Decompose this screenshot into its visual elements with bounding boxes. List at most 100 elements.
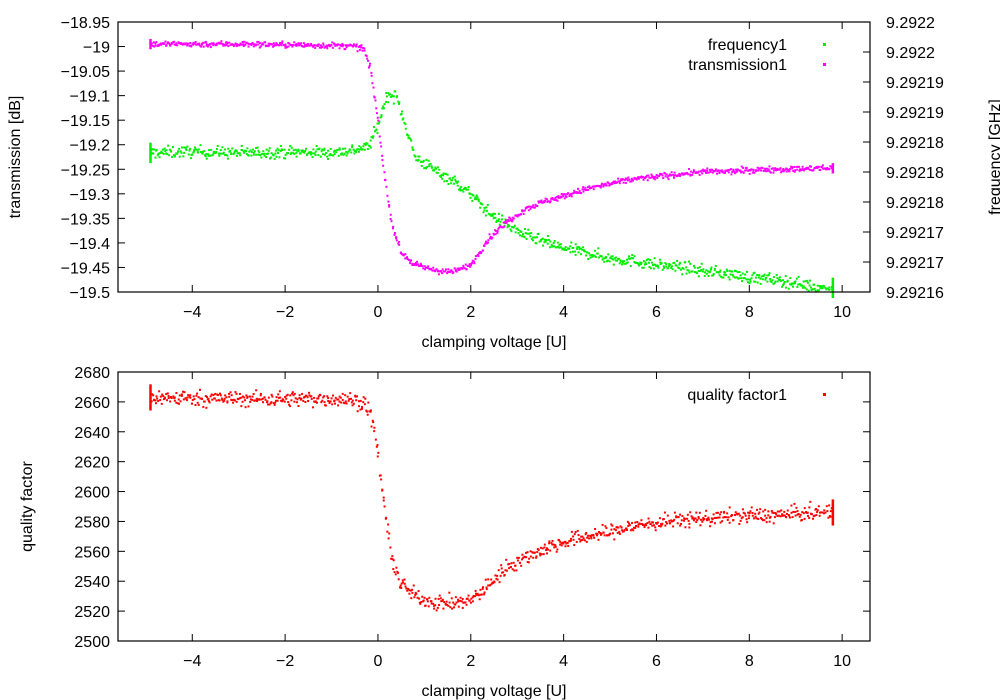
data-point xyxy=(602,185,605,188)
data-point xyxy=(188,44,191,47)
data-point xyxy=(741,516,744,519)
data-point xyxy=(305,43,308,46)
data-point xyxy=(817,165,820,168)
data-point xyxy=(674,269,677,272)
data-point xyxy=(277,393,280,396)
data-point xyxy=(493,212,496,215)
data-point xyxy=(212,394,215,397)
data-point xyxy=(207,400,210,403)
data-point xyxy=(375,128,378,131)
data-point xyxy=(687,269,690,272)
data-point xyxy=(304,43,307,46)
data-point xyxy=(197,403,200,406)
data-point xyxy=(596,252,599,255)
data-point xyxy=(782,170,785,173)
data-point xyxy=(581,538,584,541)
data-point xyxy=(521,553,524,556)
data-point xyxy=(820,285,823,288)
data-point xyxy=(572,192,575,195)
data-point xyxy=(306,44,309,47)
data-point xyxy=(446,603,449,606)
data-point xyxy=(326,155,329,158)
data-point xyxy=(543,546,546,549)
data-point xyxy=(336,398,339,401)
data-point xyxy=(727,276,730,279)
data-point xyxy=(558,539,561,542)
data-point xyxy=(676,259,679,262)
data-point xyxy=(406,256,409,259)
data-point xyxy=(582,537,585,540)
data-point xyxy=(376,122,379,125)
data-point xyxy=(823,285,826,288)
data-point xyxy=(483,591,486,594)
data-point xyxy=(339,396,342,399)
data-point xyxy=(305,45,308,48)
data-point xyxy=(454,603,457,606)
data-point xyxy=(476,196,479,199)
data-point xyxy=(426,165,429,168)
data-point xyxy=(292,152,295,155)
data-point xyxy=(381,154,384,157)
data-point xyxy=(580,535,583,538)
data-point xyxy=(755,508,758,511)
data-point xyxy=(382,499,385,502)
data-point xyxy=(802,285,805,288)
data-point xyxy=(608,184,611,187)
data-point xyxy=(385,185,388,188)
data-point xyxy=(756,281,759,284)
data-point xyxy=(242,150,245,153)
data-point xyxy=(411,588,414,591)
data-point xyxy=(181,146,184,149)
data-point xyxy=(468,192,471,195)
data-point xyxy=(297,42,300,45)
data-point xyxy=(626,179,629,182)
data-point xyxy=(744,273,747,276)
data-point xyxy=(634,261,637,264)
y-tick-label: 2580 xyxy=(74,514,110,531)
data-point xyxy=(487,584,490,587)
data-point xyxy=(777,514,780,517)
data-point xyxy=(332,154,335,157)
data-point xyxy=(795,165,798,168)
data-point xyxy=(376,455,379,458)
data-point xyxy=(633,260,636,263)
data-point xyxy=(293,392,296,395)
data-point xyxy=(565,248,568,251)
data-point xyxy=(348,398,351,401)
data-point xyxy=(775,169,778,172)
data-point xyxy=(696,272,699,275)
data-point xyxy=(660,172,663,175)
data-point xyxy=(243,151,246,154)
data-point xyxy=(370,74,373,77)
data-point xyxy=(165,393,168,396)
data-point xyxy=(782,282,785,285)
data-point xyxy=(654,175,657,178)
data-point xyxy=(230,398,233,401)
data-point xyxy=(256,40,259,43)
data-point xyxy=(741,508,744,511)
data-point xyxy=(500,226,503,229)
data-point xyxy=(619,260,622,263)
data-point xyxy=(783,514,786,517)
data-point xyxy=(508,225,511,228)
data-point xyxy=(538,240,541,243)
data-point xyxy=(599,531,602,534)
data-point xyxy=(567,192,570,195)
data-point xyxy=(395,236,398,239)
data-point xyxy=(568,195,571,198)
data-point xyxy=(310,395,313,398)
data-point xyxy=(525,556,528,559)
data-point xyxy=(663,266,666,269)
data-point xyxy=(362,396,365,399)
data-point xyxy=(818,514,821,517)
data-point xyxy=(586,186,589,189)
data-point xyxy=(660,524,663,527)
data-point xyxy=(451,607,454,610)
data-point xyxy=(645,176,648,179)
data-point xyxy=(293,41,296,44)
data-point xyxy=(402,117,405,120)
data-point xyxy=(312,148,315,151)
data-point xyxy=(164,40,167,43)
data-point xyxy=(491,582,494,585)
data-point xyxy=(778,276,781,279)
